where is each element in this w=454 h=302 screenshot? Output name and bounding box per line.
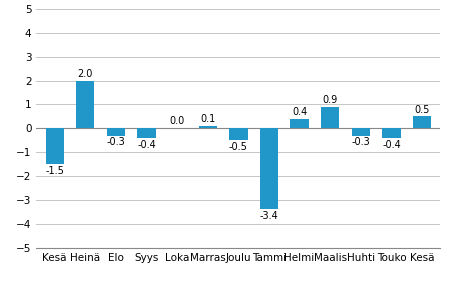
Bar: [321, 107, 340, 128]
Bar: [76, 81, 94, 128]
Text: -0.3: -0.3: [351, 137, 370, 147]
Bar: [382, 128, 400, 138]
Text: 2.0: 2.0: [78, 69, 93, 79]
Text: 0.0: 0.0: [169, 117, 185, 127]
Text: -0.4: -0.4: [382, 140, 401, 150]
Text: -1.5: -1.5: [45, 166, 64, 176]
Bar: [260, 128, 278, 210]
Bar: [198, 126, 217, 128]
Text: 0.1: 0.1: [200, 114, 215, 124]
Bar: [138, 128, 156, 138]
Bar: [229, 128, 247, 140]
Bar: [107, 128, 125, 136]
Text: -3.4: -3.4: [260, 211, 278, 221]
Text: 0.5: 0.5: [415, 104, 429, 114]
Bar: [291, 119, 309, 128]
Text: -0.3: -0.3: [107, 137, 125, 147]
Bar: [45, 128, 64, 164]
Bar: [413, 117, 431, 128]
Text: -0.4: -0.4: [137, 140, 156, 150]
Bar: [351, 128, 370, 136]
Text: -0.5: -0.5: [229, 142, 248, 152]
Text: 0.4: 0.4: [292, 107, 307, 117]
Text: 0.9: 0.9: [322, 95, 338, 105]
